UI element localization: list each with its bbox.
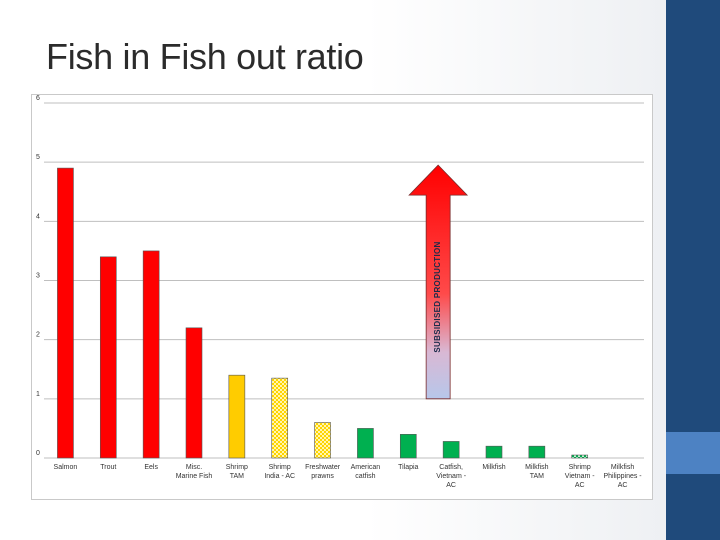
- slide-sidebar-accent: [666, 432, 720, 474]
- subsidised-production-label: SUBSIDISED PRODUCTION: [433, 241, 442, 352]
- slide-title: Fish in Fish out ratio: [46, 36, 364, 77]
- x-category-label: Shrimp India - AC: [264, 464, 295, 480]
- x-category-label: Milkfish Philippines -AC: [604, 464, 643, 489]
- bar: [399, 434, 417, 459]
- bar: [57, 167, 74, 459]
- x-category-label: Misc. Marine Fish: [176, 464, 213, 480]
- bar: [571, 454, 589, 459]
- bar: [314, 422, 331, 459]
- bar: [442, 441, 460, 459]
- fish-ratio-chart: 0 1 2 3 4 5 6 Salmon Trout Eels Misc. Marine Fish S…: [36, 95, 644, 489]
- x-category-label: Freshwater prawns: [305, 464, 341, 480]
- bar: [99, 256, 117, 459]
- bar: [185, 327, 203, 459]
- bar: [142, 250, 160, 459]
- x-category-label: Milkfish: [482, 464, 505, 471]
- y-tick-label: 4: [36, 213, 40, 220]
- bar: [528, 445, 546, 459]
- x-category-label: Trout: [100, 464, 116, 471]
- y-tick-label: 0: [36, 450, 40, 457]
- bar: [228, 374, 246, 459]
- y-tick-label: 6: [36, 95, 40, 102]
- x-category-label: Shrimp Vietnam -AC: [565, 464, 595, 489]
- x-category-label: Salmon: [54, 464, 78, 471]
- y-tick-label: 5: [36, 154, 40, 161]
- x-category-label: Shrimp TAM: [226, 464, 248, 480]
- y-tick-label: 3: [36, 273, 40, 280]
- y-tick-label: 2: [36, 332, 40, 339]
- x-category-label: Tilapia: [398, 464, 418, 471]
- x-category-label: Milkfish TAM: [525, 464, 548, 480]
- x-category-label: American catfish: [351, 464, 381, 480]
- x-category-label: Catfish, Vietnam -AC: [436, 464, 466, 489]
- bar: [271, 377, 289, 459]
- subsidised-production-arrow: [408, 164, 469, 400]
- bar: [485, 445, 503, 459]
- y-tick-label: 1: [36, 391, 40, 398]
- x-category-label: Eels: [144, 464, 158, 471]
- bar: [357, 428, 374, 459]
- chart-container: 0 1 2 3 4 5 6 Salmon Trout Eels Misc. Marine Fish S…: [31, 94, 653, 500]
